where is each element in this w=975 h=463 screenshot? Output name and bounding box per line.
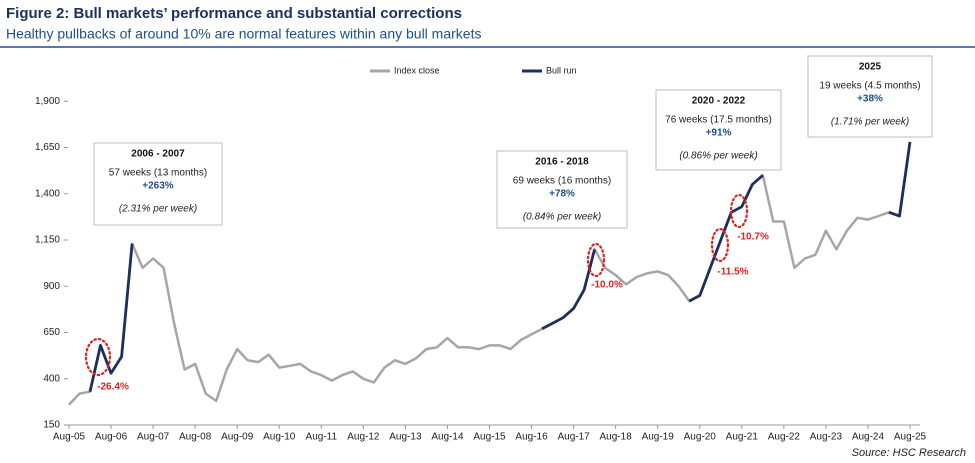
- y-tick-label: 1,400: [35, 188, 60, 199]
- annotation-duration: 76 weeks (17.5 months): [665, 115, 772, 126]
- x-tick-label: Aug-18: [600, 432, 633, 443]
- annotation-box: [807, 55, 933, 138]
- correction-circle: [729, 193, 749, 229]
- annotation-rate: (0.86% per week): [679, 151, 757, 162]
- x-tick-label: Aug-21: [726, 432, 759, 443]
- annotation-title: 2025: [859, 62, 882, 73]
- x-tick-label: Aug-15: [473, 432, 506, 443]
- x-tick-label: Aug-05: [53, 432, 86, 443]
- y-tick-label: 400: [43, 373, 60, 384]
- annotation-gain: +38%: [857, 94, 883, 105]
- y-tick-label: 1,900: [35, 96, 60, 107]
- correction-label: -11.5%: [717, 267, 748, 278]
- correction-label: -10.7%: [737, 232, 769, 243]
- x-tick-label: Aug-11: [306, 432, 338, 443]
- x-tick-label: Aug-23: [810, 432, 843, 443]
- x-tick-label: Aug-12: [347, 432, 380, 443]
- annotation-box: [655, 89, 782, 171]
- y-tick-label: 1,650: [35, 142, 60, 153]
- annotation-title: 2006 - 2007: [131, 149, 185, 160]
- correction-label: -10.0%: [591, 280, 623, 291]
- annotation-duration: 69 weeks (16 months): [513, 176, 611, 187]
- correction-circle: [84, 337, 112, 377]
- annotation-rate: (2.31% per week): [119, 204, 197, 215]
- legend-label: Bull run: [546, 65, 577, 75]
- series-line: [88, 141, 912, 393]
- x-tick-label: Aug-07: [137, 432, 170, 443]
- y-tick-label: 150: [43, 420, 60, 431]
- annotation-title: 2020 - 2022: [692, 96, 746, 107]
- series-line: [68, 141, 912, 406]
- x-tick-label: Aug-13: [389, 432, 422, 443]
- annotation-box: [93, 142, 223, 226]
- y-tick-label: 650: [43, 327, 60, 338]
- legend-label: Index close: [394, 65, 440, 75]
- y-tick-label: 1,150: [35, 235, 60, 246]
- annotation-gain: +78%: [549, 189, 575, 200]
- x-tick-label: Aug-06: [95, 432, 128, 443]
- x-tick-label: Aug-17: [557, 432, 590, 443]
- annotation-rate: (0.84% per week): [523, 212, 601, 223]
- annotation-rate: (1.71% per week): [831, 117, 909, 128]
- x-tick-label: Aug-14: [431, 432, 464, 443]
- x-tick-label: Aug-25: [894, 432, 927, 443]
- x-tick-label: Aug-09: [221, 432, 254, 443]
- annotation-box: [496, 150, 628, 229]
- source: Source: HSC Research: [852, 447, 966, 459]
- correction-label: -26.4%: [97, 382, 129, 393]
- x-tick-label: Aug-16: [515, 432, 548, 443]
- x-tick-label: Aug-22: [768, 432, 801, 443]
- x-tick-label: Aug-19: [642, 432, 675, 443]
- annotation-duration: 19 weeks (4.5 months): [819, 81, 920, 92]
- chart-title: Figure 2: Bull markets’ performance and …: [6, 5, 462, 22]
- annotation-duration: 57 weeks (13 months): [109, 168, 207, 179]
- y-tick-label: 900: [43, 281, 60, 292]
- correction-circle: [710, 227, 730, 263]
- annotation-title: 2016 - 2018: [535, 157, 589, 168]
- chart-subtitle: Healthy pullbacks of around 10% are norm…: [6, 26, 481, 42]
- x-tick-label: Aug-24: [852, 432, 885, 443]
- x-tick-label: Aug-10: [263, 432, 296, 443]
- x-tick-label: Aug-20: [684, 432, 717, 443]
- annotation-gain: +263%: [142, 181, 174, 192]
- annotation-gain: +91%: [706, 128, 732, 139]
- x-tick-label: Aug-08: [179, 432, 212, 443]
- correction-circle: [586, 242, 606, 278]
